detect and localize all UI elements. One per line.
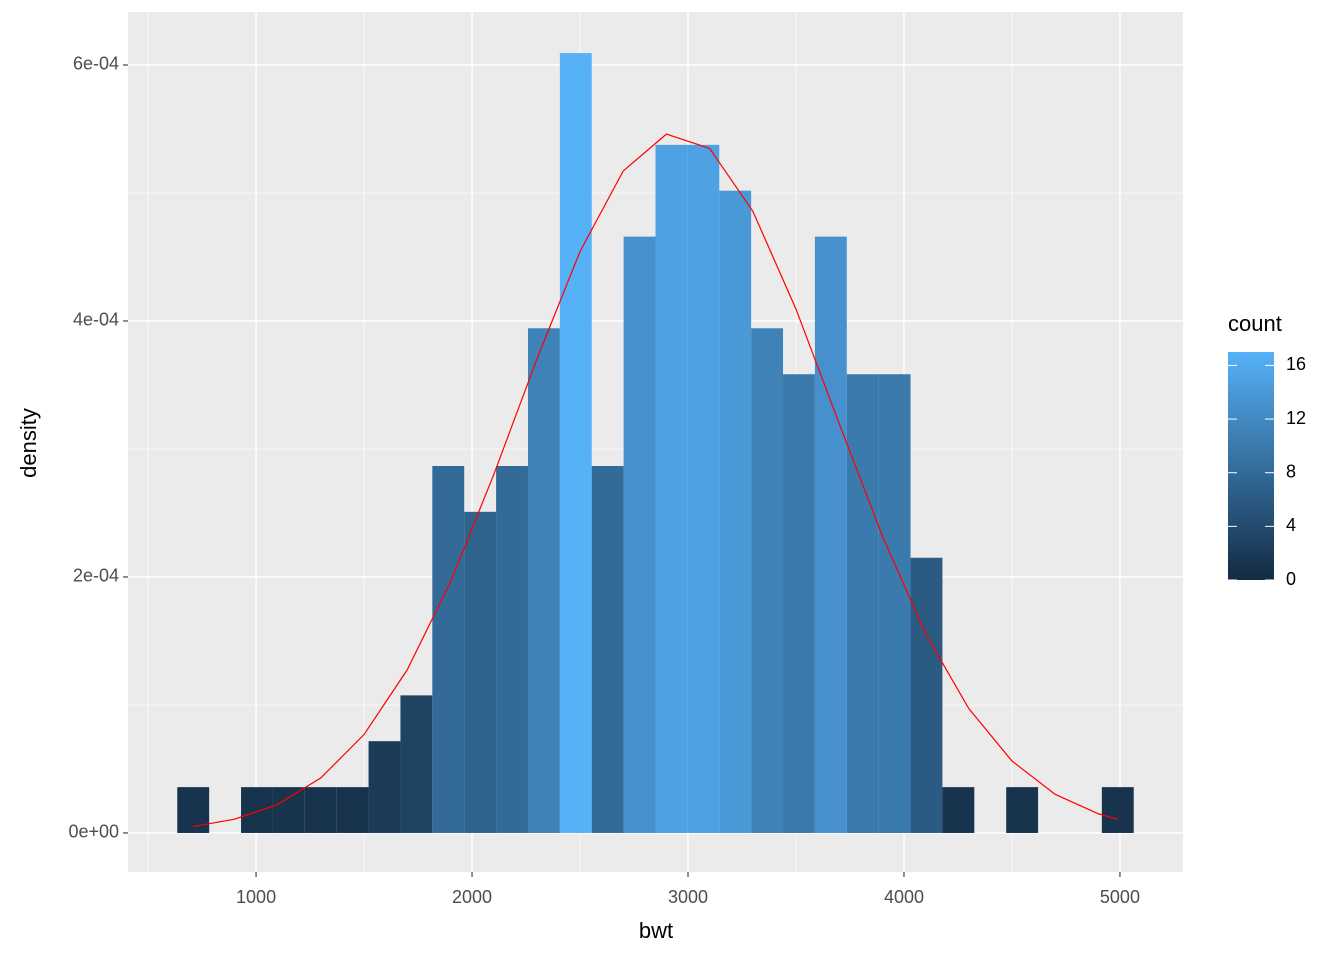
y-tick-label: 2e-04	[73, 566, 119, 586]
bar	[814, 236, 847, 833]
colorbar	[1228, 352, 1274, 580]
bar	[272, 787, 305, 833]
legend-label: 16	[1286, 354, 1306, 374]
legend-label: 4	[1286, 515, 1296, 535]
bar	[910, 557, 943, 833]
bar	[1101, 787, 1134, 833]
bar	[878, 374, 911, 833]
x-tick-label: 4000	[884, 887, 924, 907]
bar	[527, 328, 560, 833]
y-tick-label: 6e-04	[73, 54, 119, 74]
legend-title: count	[1228, 311, 1282, 336]
x-tick-label: 1000	[236, 887, 276, 907]
bar	[687, 144, 720, 833]
x-tick-label: 2000	[452, 887, 492, 907]
bar	[241, 787, 273, 833]
bar	[623, 236, 656, 833]
bar	[783, 374, 815, 833]
bar	[432, 465, 465, 833]
bar	[591, 465, 624, 833]
y-tick-label: 0e+00	[68, 822, 119, 842]
x-tick-label: 3000	[668, 887, 708, 907]
y-axis-title: density	[16, 408, 41, 478]
bar	[942, 787, 975, 833]
bar	[368, 741, 401, 833]
bar	[400, 695, 433, 833]
x-tick-label: 5000	[1100, 887, 1140, 907]
legend-label: 8	[1286, 461, 1296, 481]
bar	[719, 190, 752, 833]
legend-label: 12	[1286, 408, 1306, 428]
legend-label: 0	[1286, 569, 1296, 589]
bar	[655, 144, 688, 833]
bar	[336, 787, 369, 833]
bar	[304, 787, 337, 833]
bar	[1006, 787, 1039, 833]
x-axis-title: bwt	[639, 918, 673, 943]
bar	[464, 511, 497, 833]
bar	[559, 53, 592, 833]
bar	[496, 465, 528, 833]
bar	[751, 328, 784, 833]
y-tick-label: 4e-04	[73, 310, 119, 330]
bar	[846, 374, 879, 833]
bar	[177, 787, 210, 833]
density-curve	[193, 133, 1118, 828]
